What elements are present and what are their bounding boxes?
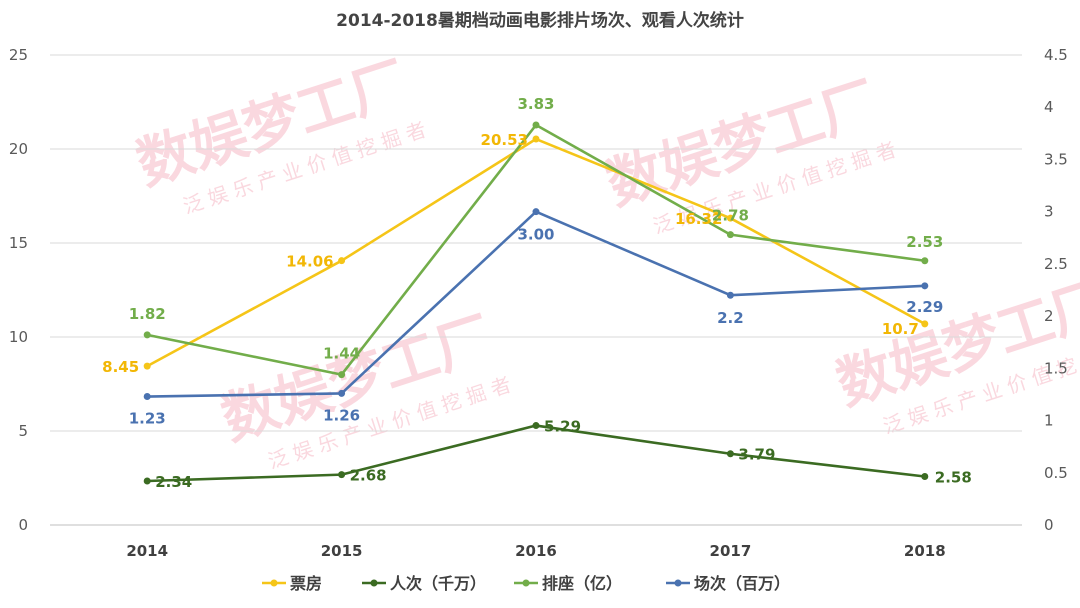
data-label: 1.26: [323, 406, 360, 424]
right-axis: 0 0.5 1 1.5 2 2.5 3 3.5 4 4.5: [1044, 46, 1068, 534]
left-tick-label: 15: [9, 234, 28, 252]
data-point: [921, 257, 929, 265]
legend: 票房 人次（千万） 排座（亿） 场次（百万）: [262, 574, 790, 593]
data-point: [726, 214, 734, 222]
legend-label: 人次（千万）: [390, 574, 486, 593]
legend-marker: [522, 579, 530, 587]
data-label: 2.2: [717, 309, 744, 327]
data-label: 1.82: [129, 305, 166, 323]
left-axis: 0 5 10 15 20 25: [9, 46, 28, 534]
x-tick-label: 2014: [126, 542, 168, 560]
data-label: 3.79: [738, 446, 775, 464]
data-point: [143, 331, 151, 339]
data-label: 2.58: [935, 468, 972, 486]
series-lines: [143, 121, 929, 485]
data-label: 10.7: [882, 320, 919, 338]
right-tick-label: 2.5: [1044, 255, 1068, 273]
data-point: [726, 291, 734, 299]
data-point: [143, 477, 151, 485]
data-point: [726, 231, 734, 239]
right-tick-label: 0: [1044, 516, 1054, 534]
legend-item: 票房: [262, 574, 322, 593]
data-label: 8.45: [102, 358, 139, 376]
right-tick-label: 0.5: [1044, 464, 1068, 482]
data-point: [338, 389, 346, 397]
data-point: [532, 135, 540, 143]
data-label: 2.29: [906, 298, 943, 316]
legend-label: 票房: [290, 574, 322, 593]
x-tick-label: 2015: [321, 542, 363, 560]
data-point: [921, 472, 929, 480]
data-label: 16.32: [675, 210, 722, 228]
left-tick-label: 20: [9, 140, 28, 158]
data-labels: 8.45 14.06 20.53 16.32 10.7 2.34 2.68 5.29 3.79 2…: [102, 95, 972, 491]
data-label: 3.83: [517, 95, 554, 113]
data-label: 1.44: [323, 345, 360, 363]
data-point: [921, 320, 929, 328]
right-tick-label: 4: [1044, 98, 1054, 116]
data-point: [143, 393, 151, 401]
left-tick-label: 0: [18, 516, 28, 534]
right-tick-label: 2: [1044, 307, 1054, 325]
left-tick-label: 25: [9, 46, 28, 64]
data-point: [338, 371, 346, 379]
x-tick-label: 2018: [904, 542, 946, 560]
data-label: 3.00: [517, 226, 554, 244]
legend-label: 排座（亿）: [542, 574, 622, 593]
left-tick-label: 5: [18, 422, 28, 440]
right-tick-label: 3: [1044, 203, 1054, 221]
data-point: [338, 257, 346, 265]
data-label: 2.78: [712, 207, 749, 225]
data-point: [338, 471, 346, 479]
data-label: 1.23: [129, 410, 166, 428]
legend-marker: [370, 579, 378, 587]
data-point: [921, 282, 929, 290]
data-label: 14.06: [286, 253, 333, 271]
right-tick-label: 1: [1044, 412, 1054, 430]
legend-marker: [674, 579, 682, 587]
data-label: 2.34: [155, 473, 192, 491]
legend-item: 场次（百万）: [666, 574, 790, 593]
right-tick-label: 4.5: [1044, 46, 1068, 64]
x-tick-label: 2016: [515, 542, 557, 560]
right-tick-label: 1.5: [1044, 359, 1068, 377]
data-point: [532, 208, 540, 216]
right-tick-label: 3.5: [1044, 150, 1068, 168]
x-tick-label: 2017: [710, 542, 752, 560]
chart-title: 2014-2018暑期档动画电影排片场次、观看人次统计: [336, 10, 744, 31]
data-label: 2.68: [350, 467, 387, 485]
legend-marker: [270, 579, 278, 587]
legend-item: 排座（亿）: [514, 574, 622, 593]
legend-label: 场次（百万）: [694, 574, 790, 593]
gridlines: [50, 54, 1022, 526]
data-point: [532, 121, 540, 129]
data-label: 2.53: [906, 233, 943, 251]
data-label: 5.29: [544, 418, 581, 436]
left-tick-label: 10: [9, 328, 28, 346]
x-axis: 2014 2015 2016 2017 2018: [126, 542, 945, 560]
legend-item: 人次（千万）: [362, 574, 486, 593]
data-point: [726, 450, 734, 458]
data-label: 20.53: [481, 131, 528, 149]
data-point: [532, 422, 540, 430]
data-point: [143, 362, 151, 370]
